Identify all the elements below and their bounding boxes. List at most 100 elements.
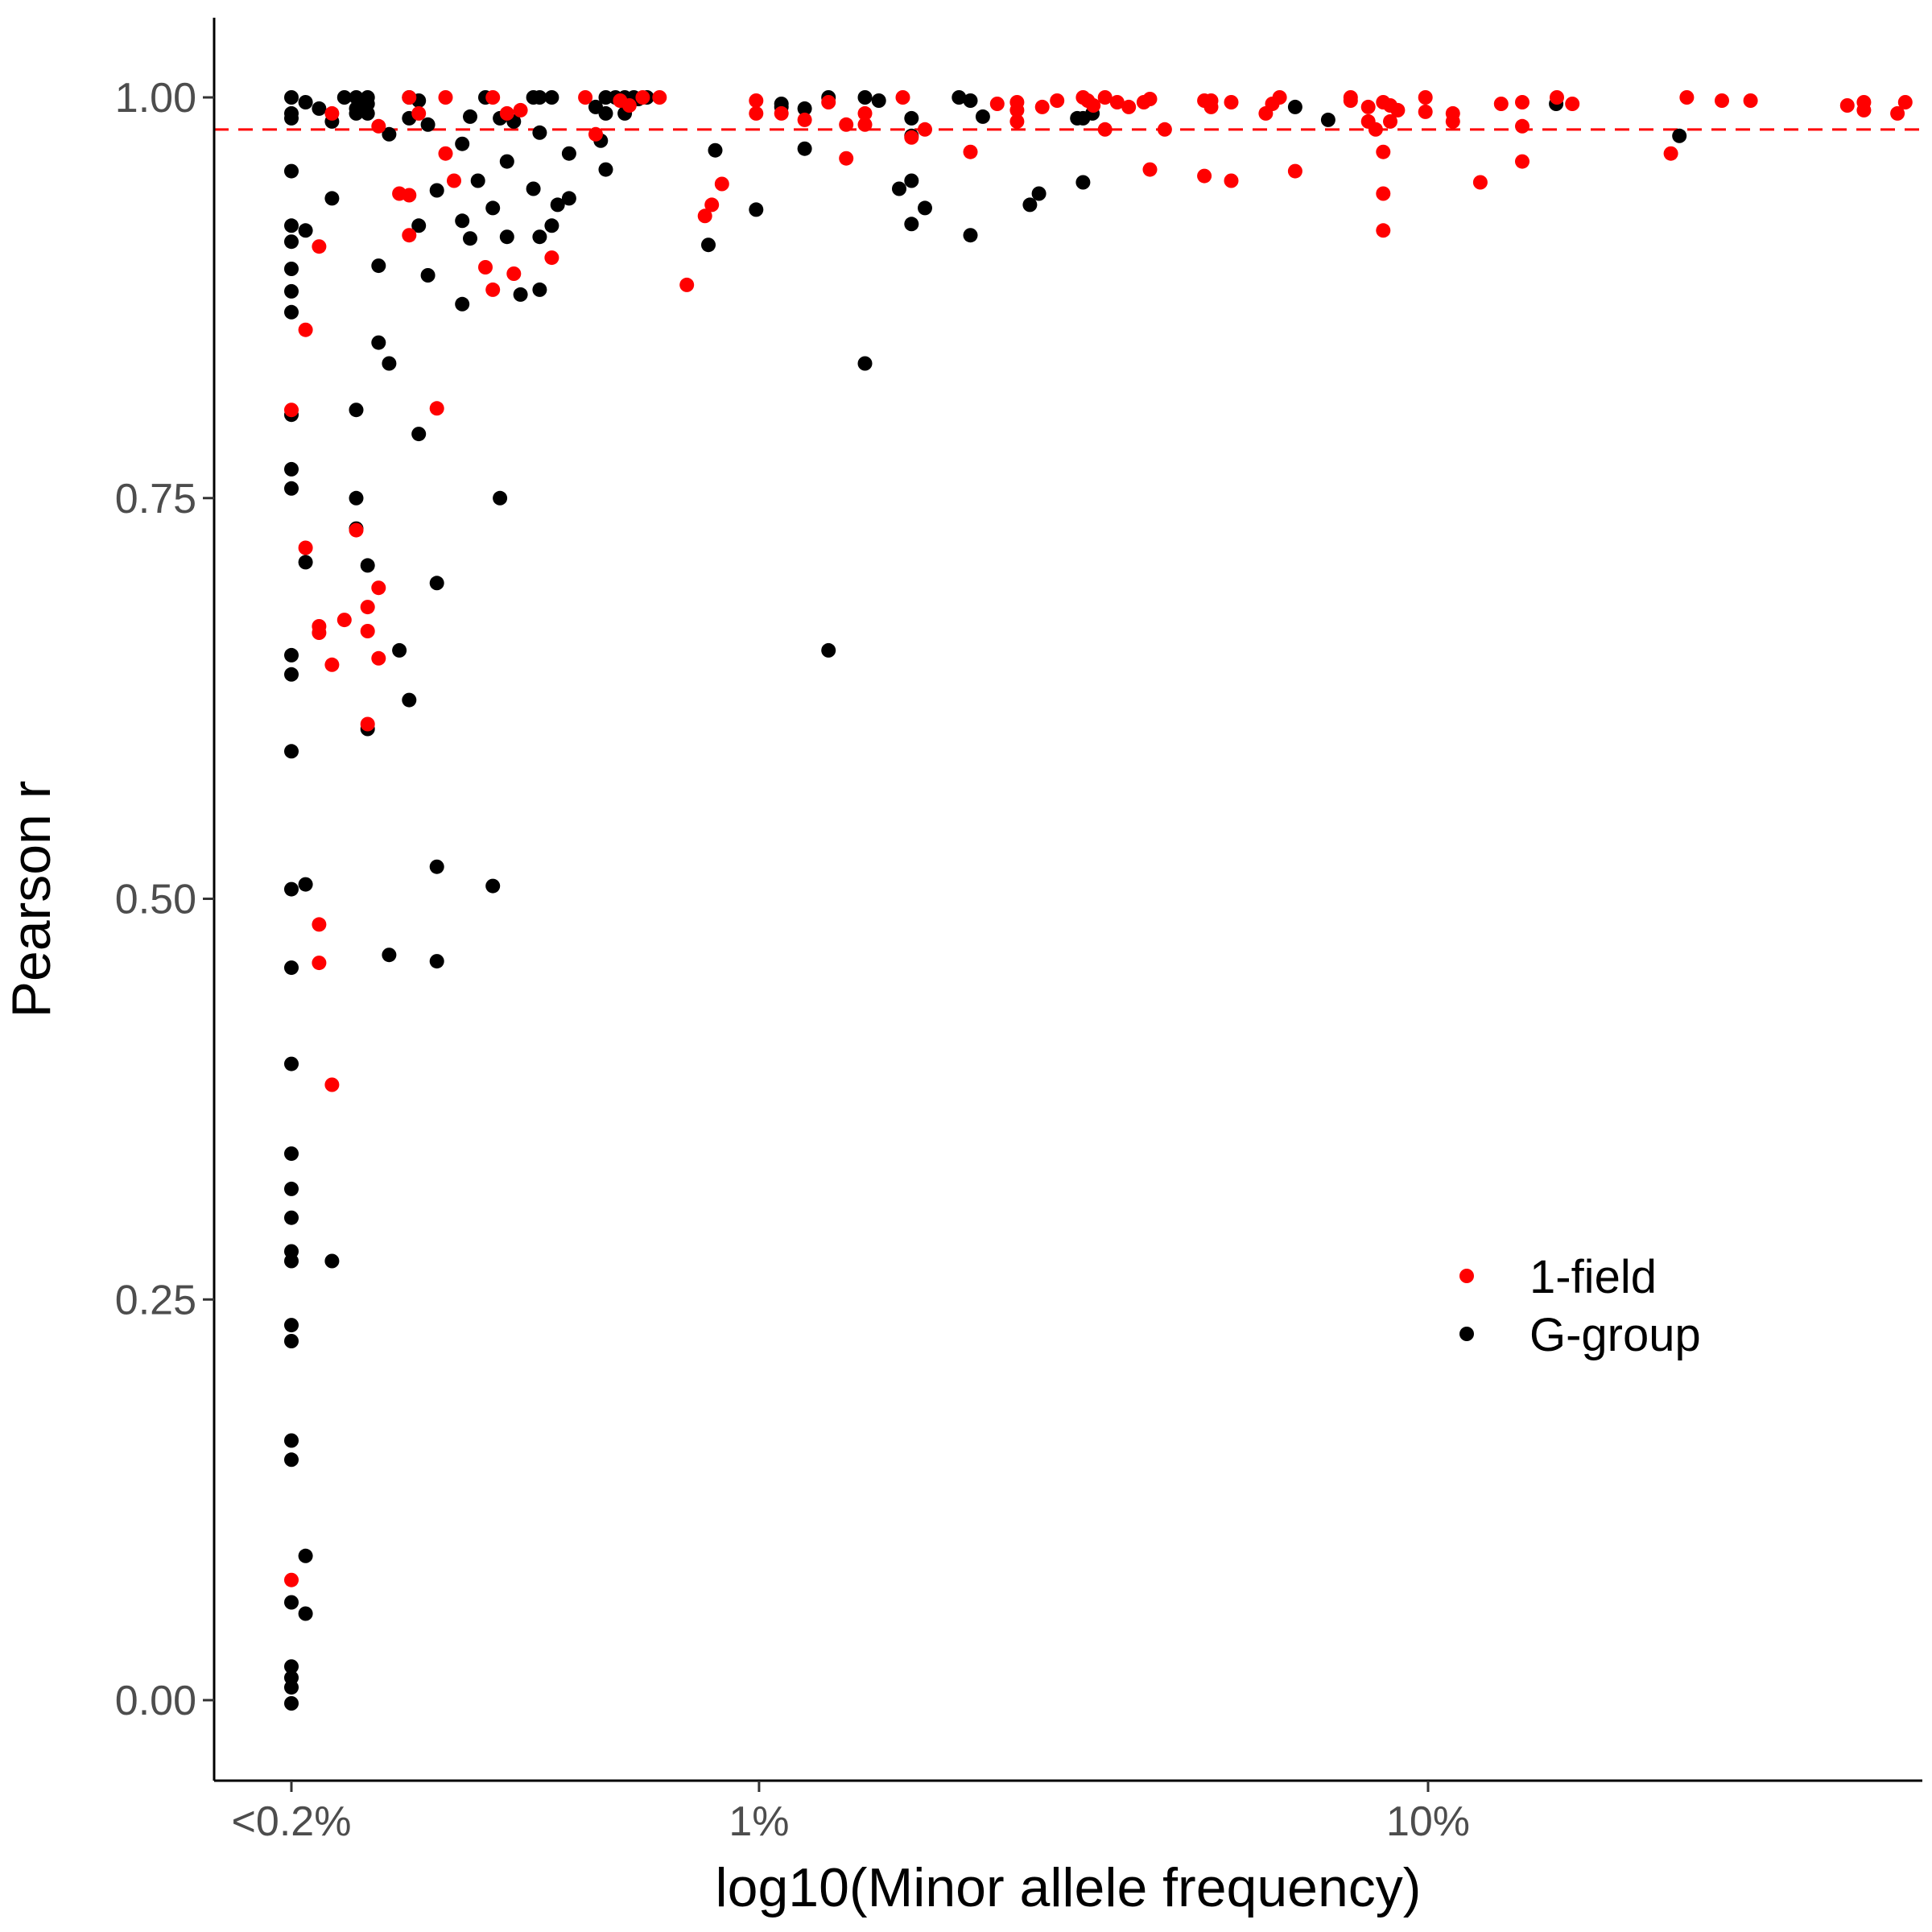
data-point bbox=[371, 580, 386, 596]
data-point bbox=[797, 112, 812, 127]
legend-key bbox=[1459, 1327, 1474, 1341]
data-point bbox=[1856, 102, 1872, 118]
data-point bbox=[1515, 118, 1530, 134]
data-point bbox=[1383, 114, 1397, 129]
data-point bbox=[336, 90, 352, 105]
data-point bbox=[360, 105, 375, 121]
data-point bbox=[952, 90, 967, 105]
data-point bbox=[420, 117, 436, 132]
data-point bbox=[324, 191, 340, 206]
data-point bbox=[485, 200, 501, 216]
data-point bbox=[1320, 112, 1335, 127]
data-point bbox=[312, 917, 327, 932]
data-point bbox=[697, 208, 712, 224]
data-point bbox=[284, 1572, 299, 1587]
data-point bbox=[284, 744, 299, 759]
y-tick-label: 0.25 bbox=[115, 1277, 196, 1323]
data-point bbox=[1376, 186, 1391, 201]
data-point bbox=[284, 163, 299, 179]
data-point bbox=[284, 1452, 299, 1468]
y-tick-label: 0.75 bbox=[115, 476, 196, 522]
data-point bbox=[470, 173, 485, 188]
data-point bbox=[298, 322, 313, 337]
data-point bbox=[1839, 98, 1855, 113]
data-point bbox=[904, 173, 919, 188]
data-point bbox=[821, 642, 836, 658]
data-point bbox=[1515, 95, 1530, 109]
data-point bbox=[284, 1334, 299, 1348]
data-point bbox=[284, 1595, 299, 1610]
data-point bbox=[360, 624, 375, 638]
data-point bbox=[857, 356, 873, 371]
data-point bbox=[1097, 122, 1113, 137]
data-point bbox=[438, 90, 453, 105]
data-point bbox=[749, 202, 764, 217]
y-tick-label: 0.00 bbox=[115, 1678, 196, 1724]
data-point bbox=[544, 90, 559, 105]
data-point bbox=[749, 105, 764, 121]
data-point bbox=[360, 716, 375, 732]
data-point bbox=[1679, 90, 1695, 105]
data-point bbox=[652, 90, 667, 105]
series-g-group bbox=[284, 90, 1687, 1711]
data-point bbox=[544, 218, 559, 233]
data-point bbox=[561, 146, 576, 161]
data-point bbox=[284, 1253, 299, 1269]
data-point bbox=[284, 1696, 299, 1711]
data-point bbox=[298, 95, 313, 109]
data-point bbox=[284, 881, 299, 897]
data-point bbox=[284, 218, 299, 233]
data-point bbox=[963, 93, 978, 108]
data-point bbox=[312, 239, 327, 254]
data-point bbox=[429, 859, 444, 874]
data-point bbox=[1034, 99, 1050, 114]
data-point bbox=[420, 268, 436, 283]
data-point bbox=[1743, 93, 1758, 108]
data-point bbox=[1672, 128, 1687, 143]
data-point bbox=[429, 183, 444, 198]
legend: 1-field G-group bbox=[1459, 1251, 1701, 1361]
data-point bbox=[298, 555, 313, 570]
data-point bbox=[532, 282, 547, 297]
data-point bbox=[1663, 146, 1678, 161]
data-point bbox=[284, 262, 299, 276]
data-point bbox=[532, 229, 547, 245]
data-point bbox=[360, 558, 375, 573]
y-tick-label: 0.50 bbox=[115, 877, 196, 923]
data-point bbox=[1368, 122, 1383, 137]
data-point bbox=[349, 522, 364, 538]
data-point bbox=[1224, 95, 1239, 109]
data-point bbox=[1418, 104, 1433, 119]
y-tick-label: 1.00 bbox=[115, 75, 196, 122]
data-point bbox=[371, 118, 386, 134]
data-point bbox=[485, 878, 501, 894]
data-point bbox=[1121, 99, 1137, 114]
data-point bbox=[402, 692, 417, 708]
data-point bbox=[1287, 163, 1302, 179]
data-point bbox=[918, 122, 932, 137]
data-point bbox=[429, 401, 444, 416]
data-point bbox=[1224, 173, 1239, 188]
data-point bbox=[284, 1210, 299, 1225]
data-point bbox=[839, 117, 854, 132]
data-point bbox=[857, 90, 873, 105]
data-point bbox=[1009, 114, 1025, 129]
data-point bbox=[1142, 92, 1158, 106]
data-point bbox=[429, 954, 444, 969]
series-1-field bbox=[284, 90, 1913, 1587]
ticks-layer: <0.2% 1% 10% 0.00 0.25 0.50 0.75 1.00 bbox=[115, 75, 1470, 1845]
data-point bbox=[284, 667, 299, 682]
data-point bbox=[402, 90, 417, 105]
data-point bbox=[284, 1181, 299, 1196]
data-point bbox=[1493, 97, 1509, 111]
data-point bbox=[588, 126, 603, 142]
data-point bbox=[284, 481, 299, 496]
data-point bbox=[918, 200, 932, 216]
points-layer bbox=[284, 90, 1913, 1711]
data-point bbox=[1515, 154, 1530, 169]
data-point bbox=[349, 90, 364, 105]
data-point bbox=[679, 277, 695, 292]
x-axis-title: log10(Minor allele frequency) bbox=[716, 1857, 1422, 1918]
data-point bbox=[904, 130, 919, 145]
data-point bbox=[478, 260, 493, 275]
